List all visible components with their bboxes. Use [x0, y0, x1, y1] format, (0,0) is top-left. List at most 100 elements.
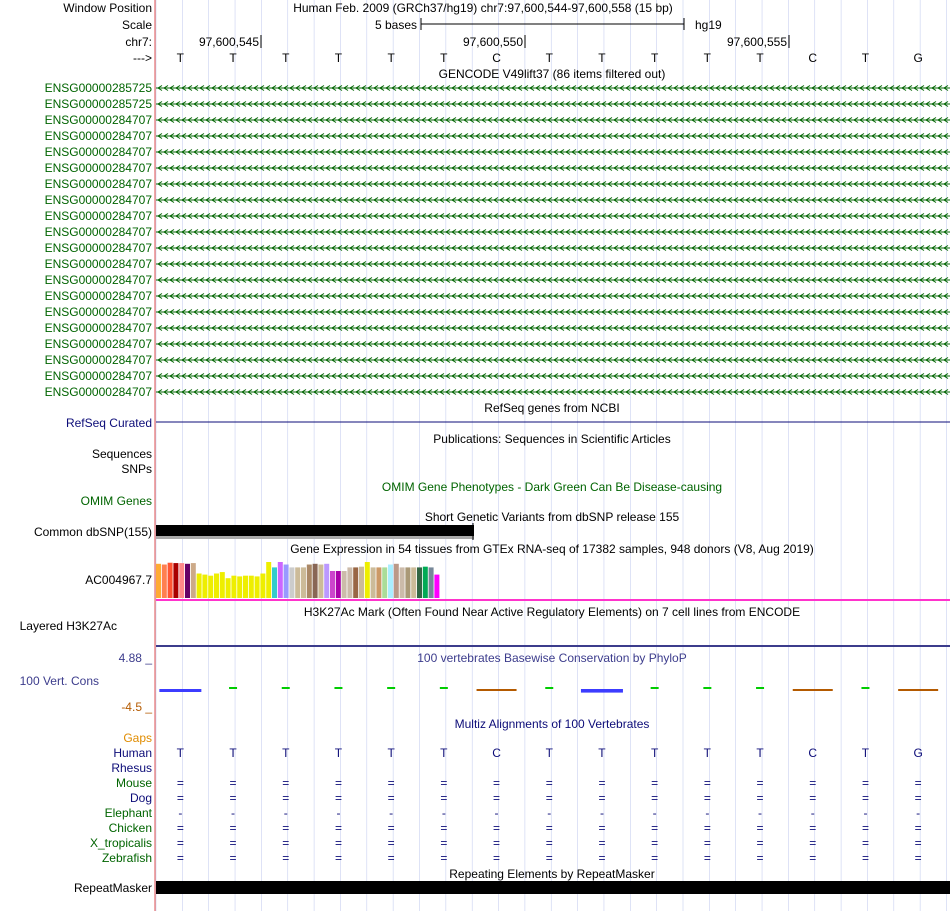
phylop-score-bar[interactable] — [756, 687, 765, 689]
gtex-tissue-bar[interactable] — [260, 573, 266, 598]
gencode-item-label[interactable]: ENSG00000284707 — [45, 161, 153, 175]
gtex-tissue-bar[interactable] — [399, 567, 405, 598]
gtex-tissue-bar[interactable] — [295, 567, 301, 598]
dbsnp-variant-bar[interactable] — [156, 523, 474, 540]
gencode-item-label[interactable]: ENSG00000284707 — [45, 321, 153, 335]
dbsnp-track-title[interactable]: Short Genetic Variants from dbSNP releas… — [425, 510, 680, 524]
phylop-score-bar[interactable] — [476, 689, 517, 691]
phylop-score-bar[interactable] — [229, 687, 238, 689]
gtex-tissue-bar[interactable] — [324, 563, 330, 598]
multiz-species-label[interactable]: X_tropicalis — [90, 836, 152, 850]
gencode-transcript[interactable] — [156, 181, 950, 187]
gtex-tissue-bar[interactable] — [353, 567, 359, 598]
phylop-score-bar[interactable] — [703, 687, 712, 689]
gtex-tissue-bar[interactable] — [156, 563, 161, 598]
gencode-item-label[interactable]: ENSG00000284707 — [45, 145, 153, 159]
gencode-item-label[interactable]: ENSG00000284707 — [45, 177, 153, 191]
gtex-tissue-bar[interactable] — [185, 563, 190, 598]
phylop-score-bar[interactable] — [334, 687, 343, 689]
gtex-tissue-bar[interactable] — [370, 567, 376, 598]
gtex-tissue-bar[interactable] — [283, 564, 289, 598]
phylop-score-bar[interactable] — [792, 689, 833, 691]
gtex-tissue-bar[interactable] — [382, 567, 388, 598]
gtex-tissue-bar[interactable] — [161, 564, 167, 598]
publications-track-title[interactable]: Publications: Sequences in Scientific Ar… — [433, 432, 670, 446]
gencode-transcript[interactable] — [156, 261, 950, 267]
omim-track-label[interactable]: OMIM Genes — [81, 494, 152, 508]
gtex-tissue-bar[interactable] — [434, 574, 440, 598]
refseq-track-title[interactable]: RefSeq genes from NCBI — [484, 401, 619, 415]
phylop-score-bar[interactable] — [650, 687, 659, 689]
gtex-tissue-bar[interactable] — [289, 567, 295, 598]
multiz-species-label[interactable]: Human — [113, 746, 152, 760]
gtex-track-title[interactable]: Gene Expression in 54 tissues from GTEx … — [290, 542, 814, 556]
gtex-tissue-bar[interactable] — [341, 571, 347, 598]
gencode-item-label[interactable]: ENSG00000284707 — [45, 369, 153, 383]
sequences-track-label[interactable]: Sequences — [92, 447, 152, 461]
gencode-transcript[interactable] — [156, 149, 950, 155]
gencode-transcript[interactable] — [156, 277, 950, 283]
multiz-species-label[interactable]: Zebrafish — [102, 851, 152, 865]
phylop-score-bar[interactable] — [545, 687, 554, 689]
gencode-item-label[interactable]: ENSG00000284707 — [45, 337, 153, 351]
repeatmasker-track-title[interactable]: Repeating Elements by RepeatMasker — [449, 867, 654, 881]
gtex-tissue-bar[interactable] — [272, 567, 277, 598]
gtex-tissue-bar[interactable] — [388, 564, 393, 598]
gtex-tissue-bar[interactable] — [335, 571, 341, 598]
multiz-track-title[interactable]: Multiz Alignments of 100 Vertebrates — [455, 717, 650, 731]
gtex-tissue-bar[interactable] — [243, 575, 248, 598]
gencode-item-label[interactable]: ENSG00000285725 — [45, 81, 153, 95]
phylop-score-bar[interactable] — [281, 687, 290, 689]
gtex-tissue-bar[interactable] — [318, 564, 324, 598]
gtex-tissue-bar[interactable] — [428, 567, 434, 598]
gencode-transcript[interactable] — [156, 133, 950, 139]
gencode-track[interactable]: ENSG00000285725 ENSG00000285725 ENSG000002… — [45, 81, 950, 399]
gtex-tissue-bar[interactable] — [190, 563, 196, 598]
gtex-tissue-bar[interactable] — [202, 574, 208, 598]
refseq-track-label[interactable]: RefSeq Curated — [66, 416, 152, 430]
gtex-tissue-bar[interactable] — [393, 563, 399, 598]
phylop-track-title[interactable]: 100 vertebrates Basewise Conservation by… — [417, 651, 686, 665]
phylop-score-bar[interactable] — [159, 689, 202, 692]
gencode-transcript[interactable] — [156, 293, 950, 299]
gtex-tissue-bar[interactable] — [376, 567, 382, 598]
gtex-tissue-bar[interactable] — [359, 566, 364, 598]
gtex-tissue-bar[interactable] — [231, 575, 237, 598]
gtex-tissue-bar[interactable] — [411, 567, 417, 598]
phylop-score-bar[interactable] — [861, 687, 870, 689]
gencode-item-label[interactable]: ENSG00000284707 — [45, 225, 153, 239]
multiz-species-label[interactable]: Rhesus — [111, 761, 152, 775]
gencode-item-label[interactable]: ENSG00000284707 — [45, 385, 153, 399]
omim-track-title[interactable]: OMIM Gene Phenotypes - Dark Green Can Be… — [382, 480, 722, 494]
gencode-transcript[interactable] — [156, 197, 950, 203]
gtex-track-label[interactable]: AC004967.7 — [85, 573, 152, 587]
gtex-tissue-bar[interactable] — [237, 576, 243, 598]
gencode-item-label[interactable]: ENSG00000284707 — [45, 289, 153, 303]
gencode-item-label[interactable]: ENSG00000284707 — [45, 241, 153, 255]
phylop-score-bar[interactable] — [387, 687, 396, 689]
dbsnp-track-label[interactable]: Common dbSNP(155) — [34, 525, 152, 539]
gencode-transcript[interactable] — [156, 117, 950, 123]
gencode-transcript[interactable] — [156, 357, 950, 363]
gencode-item-label[interactable]: ENSG00000284707 — [45, 129, 153, 143]
gencode-transcript[interactable] — [156, 325, 950, 331]
phylop-conservation-bars[interactable] — [159, 687, 939, 693]
gtex-tissue-bar[interactable] — [422, 566, 428, 598]
gtex-tissue-bar[interactable] — [167, 562, 173, 598]
gtex-tissue-bar[interactable] — [208, 575, 214, 598]
gtex-tissue-bar[interactable] — [254, 576, 260, 598]
repeatmasker-element[interactable] — [156, 881, 950, 894]
gencode-transcript[interactable] — [156, 213, 950, 219]
gencode-transcript[interactable] — [156, 341, 950, 347]
gencode-transcript[interactable] — [156, 389, 950, 395]
gtex-tissue-bar[interactable] — [179, 563, 185, 598]
multiz-species-label[interactable]: Dog — [130, 791, 152, 805]
gencode-transcript[interactable] — [156, 85, 950, 91]
phylop-track-label[interactable]: 100 Vert. Cons — [20, 674, 99, 688]
gtex-tissue-bar[interactable] — [301, 567, 306, 598]
phylop-score-bar[interactable] — [439, 687, 448, 689]
gencode-item-label[interactable]: ENSG00000284707 — [45, 273, 153, 287]
gtex-tissue-bar[interactable] — [266, 562, 272, 598]
gencode-transcript[interactable] — [156, 245, 950, 251]
